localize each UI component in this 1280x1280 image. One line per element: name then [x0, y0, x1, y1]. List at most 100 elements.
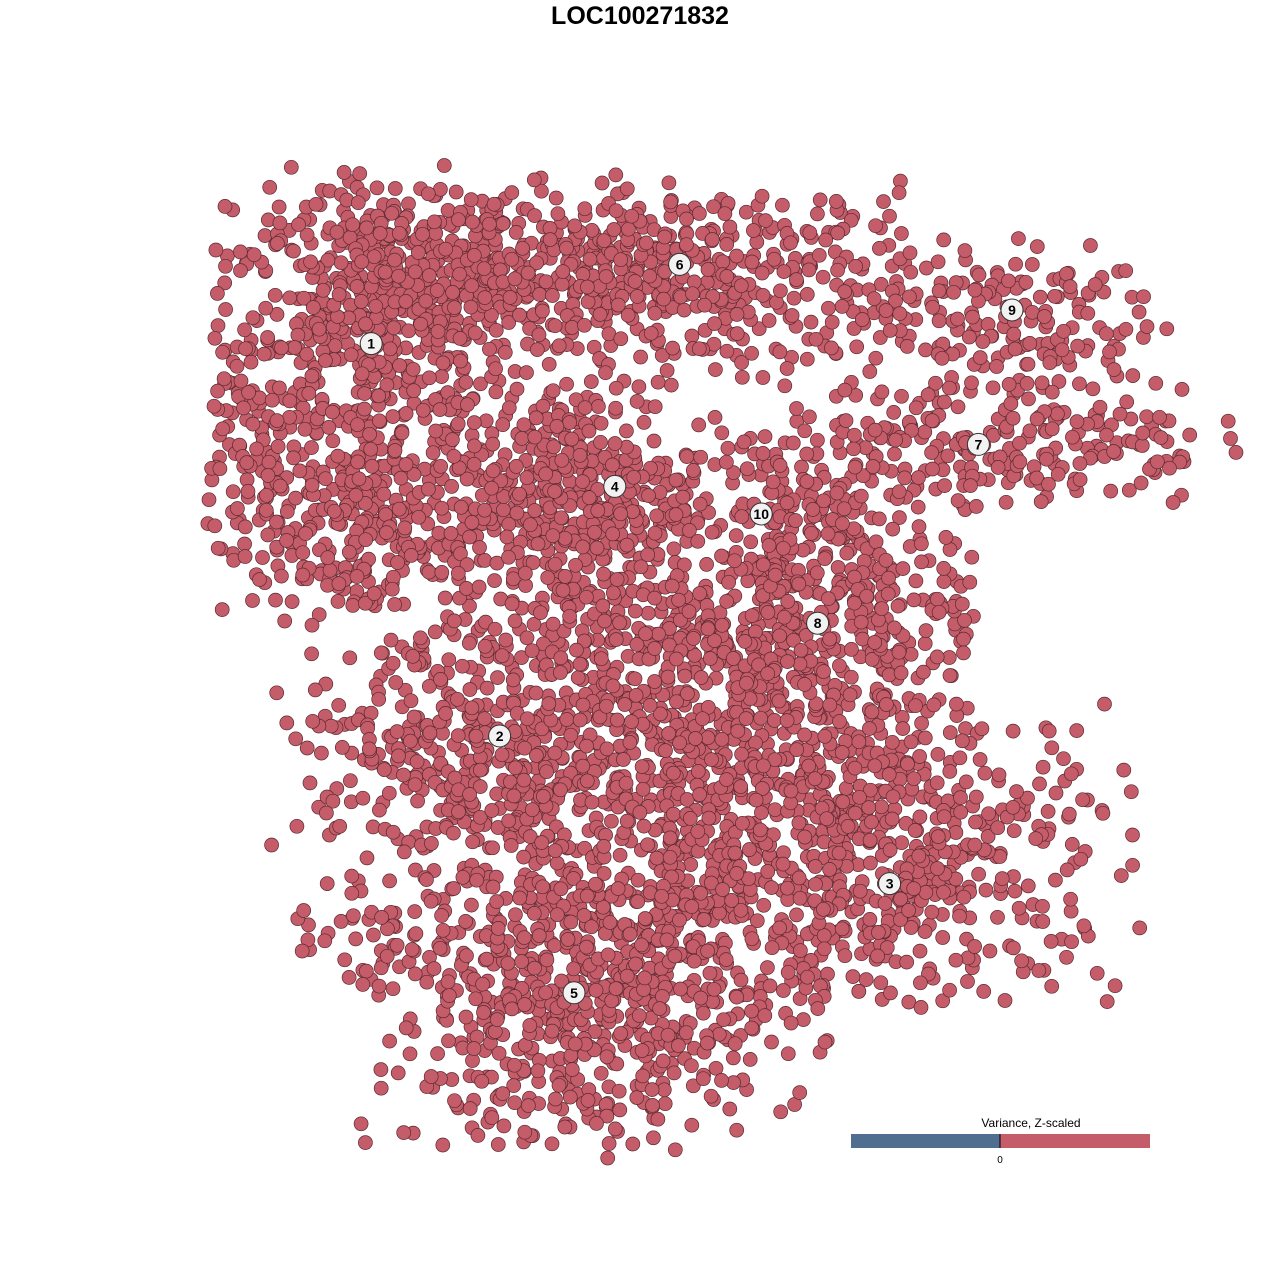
- data-point: [210, 383, 225, 399]
- data-point: [342, 650, 358, 666]
- data-point: [799, 287, 815, 302]
- data-point: [748, 792, 764, 808]
- data-point: [245, 416, 261, 432]
- data-point: [779, 361, 795, 376]
- data-point: [319, 805, 334, 821]
- data-point: [891, 644, 907, 660]
- data-point: [428, 423, 444, 439]
- data-point: [952, 750, 968, 766]
- data-point: [1041, 723, 1057, 739]
- data-point: [1029, 239, 1045, 254]
- data-point: [837, 284, 853, 299]
- data-point: [938, 530, 954, 545]
- data-point: [964, 375, 979, 391]
- data-point: [911, 848, 927, 864]
- data-point: [866, 291, 882, 307]
- data-point: [755, 287, 771, 303]
- data-point: [784, 308, 800, 323]
- data-point: [660, 669, 676, 685]
- data-point: [913, 975, 928, 991]
- data-point: [464, 700, 480, 716]
- data-point: [917, 924, 933, 939]
- data-point: [942, 764, 958, 779]
- data-point: [906, 771, 922, 787]
- data-point: [434, 369, 449, 384]
- data-point: [924, 904, 940, 920]
- data-point: [772, 458, 788, 473]
- data-point: [217, 199, 233, 214]
- data-point: [642, 698, 658, 713]
- data-point: [824, 340, 839, 356]
- data-point: [735, 815, 750, 831]
- data-point: [567, 218, 583, 234]
- data-point: [569, 642, 584, 658]
- data-point: [760, 666, 776, 681]
- data-point: [1152, 409, 1167, 425]
- data-point: [549, 419, 565, 434]
- data-point: [445, 285, 460, 300]
- data-point: [676, 302, 692, 318]
- data-point: [1006, 940, 1021, 956]
- data-point: [957, 243, 973, 258]
- data-point: [311, 321, 327, 337]
- data-point: [450, 416, 466, 432]
- data-point: [900, 756, 915, 772]
- data-point: [487, 573, 502, 588]
- data-point: [647, 525, 663, 541]
- data-point: [783, 783, 799, 799]
- data-point: [650, 1111, 666, 1127]
- data-point: [761, 538, 777, 553]
- data-point: [845, 969, 861, 984]
- data-point: [789, 907, 804, 923]
- data-point: [1014, 953, 1029, 969]
- data-point: [477, 290, 493, 305]
- data-point: [249, 441, 264, 457]
- data-point: [874, 601, 890, 617]
- data-point: [496, 1118, 512, 1134]
- data-point: [942, 668, 958, 683]
- data-point: [282, 290, 298, 306]
- data-point: [962, 574, 978, 590]
- data-point: [566, 961, 581, 977]
- data-point: [917, 636, 933, 651]
- data-point: [545, 528, 561, 544]
- data-point: [686, 631, 701, 646]
- data-point: [636, 415, 652, 430]
- data-point: [737, 634, 753, 649]
- data-point: [434, 500, 450, 516]
- data-point: [1006, 326, 1022, 342]
- data-point: [734, 746, 749, 762]
- data-point: [722, 219, 738, 235]
- data-point: [1020, 356, 1036, 372]
- data-point: [891, 484, 907, 500]
- data-point: [371, 691, 387, 707]
- data-point: [1223, 431, 1238, 446]
- data-point: [320, 550, 336, 566]
- data-point: [284, 594, 300, 609]
- data-point: [802, 409, 817, 425]
- data-point: [846, 441, 861, 457]
- data-point: [658, 743, 673, 758]
- data-point: [824, 314, 840, 330]
- data-point: [1009, 784, 1024, 799]
- data-point: [931, 283, 947, 299]
- data-point: [640, 837, 655, 853]
- data-point: [640, 605, 656, 621]
- data-point: [357, 401, 372, 417]
- data-point: [1070, 338, 1085, 354]
- data-point: [883, 985, 898, 1001]
- data-point: [991, 767, 1007, 783]
- data-point: [796, 1012, 811, 1027]
- data-point: [535, 303, 550, 319]
- data-point: [1076, 918, 1092, 934]
- data-point: [819, 811, 835, 827]
- data-point: [286, 243, 301, 259]
- data-point: [822, 697, 838, 713]
- data-point: [998, 494, 1014, 510]
- data-point: [272, 380, 287, 396]
- data-point: [1043, 934, 1059, 949]
- data-point: [1073, 851, 1089, 867]
- data-point: [1005, 723, 1021, 739]
- data-point: [942, 982, 957, 998]
- data-point: [906, 881, 922, 896]
